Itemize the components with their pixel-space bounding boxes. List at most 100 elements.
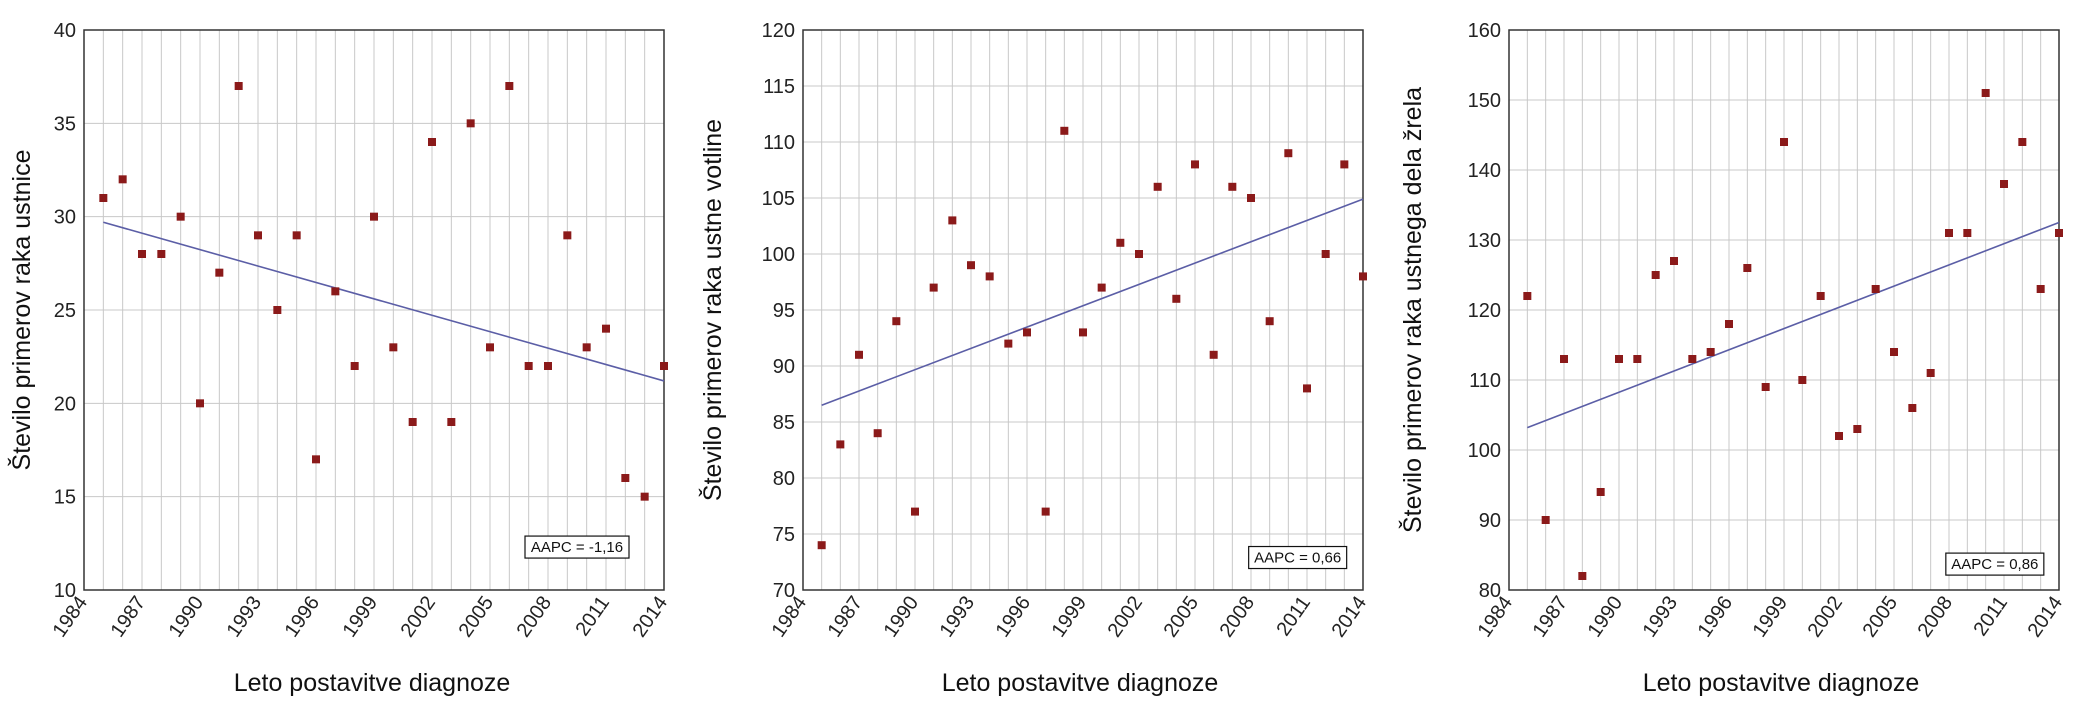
- y-tick-label: 160: [1468, 20, 1501, 42]
- data-point: [892, 317, 901, 326]
- data-point: [1835, 432, 1843, 440]
- plot-frame: [83, 29, 665, 591]
- x-tick-label: 2011: [571, 592, 614, 640]
- y-tick-label: 30: [54, 207, 76, 229]
- data-point: [273, 306, 282, 314]
- data-point: [2055, 229, 2063, 237]
- data-point: [1209, 350, 1218, 359]
- x-tick-label: 2002: [1104, 592, 1148, 641]
- data-point: [1816, 292, 1825, 300]
- data-point: [1596, 488, 1605, 496]
- x-tick-label: 1996: [992, 592, 1036, 641]
- data-point: [817, 541, 826, 550]
- data-point: [1560, 355, 1568, 363]
- data-point: [1743, 264, 1752, 272]
- x-tick-label: 2011: [1272, 592, 1315, 640]
- y-axis-title: Število primerov raka ustne votline: [698, 119, 727, 501]
- y-axis-title: Število primerov raka ustnega dela žrela: [1398, 87, 1427, 533]
- data-point: [929, 283, 938, 292]
- x-tick-label: 1999: [339, 592, 383, 641]
- data-point: [486, 343, 494, 352]
- data-point: [524, 362, 533, 370]
- data-point: [836, 440, 845, 449]
- data-point: [428, 138, 436, 146]
- data-point: [1706, 348, 1715, 356]
- data-point: [350, 362, 359, 370]
- data-point: [1172, 294, 1181, 303]
- y-tick-label: 80: [1479, 580, 1501, 602]
- data-point: [196, 399, 204, 408]
- x-tick-label: 1987: [107, 592, 151, 641]
- data-point: [1670, 257, 1678, 265]
- data-point: [331, 287, 340, 296]
- data-point: [1578, 572, 1587, 580]
- data-point: [1153, 182, 1162, 191]
- data-point: [234, 82, 243, 90]
- data-point: [1981, 89, 1990, 97]
- x-tick-label: 1990: [880, 592, 924, 641]
- data-point: [1633, 355, 1642, 363]
- data-point: [176, 212, 185, 221]
- data-point: [370, 212, 378, 221]
- data-point: [602, 324, 610, 333]
- x-tick-label: 1993: [223, 592, 267, 641]
- data-point: [2000, 180, 2008, 188]
- x-tick-label: 1999: [1749, 592, 1793, 641]
- data-point: [1963, 229, 1972, 237]
- data-point: [1688, 355, 1697, 363]
- data-point: [1359, 272, 1367, 281]
- data-point: [1247, 194, 1255, 202]
- x-tick-label: 1996: [1694, 592, 1738, 641]
- data-point: [99, 194, 108, 202]
- data-point: [1116, 238, 1125, 247]
- aapc-box: [1945, 552, 2045, 576]
- data-point: [1321, 250, 1330, 258]
- data-point: [1023, 328, 1031, 337]
- data-point: [157, 250, 166, 258]
- data-point: [447, 418, 456, 426]
- data-point: [1926, 369, 1935, 377]
- y-tick-label: 10: [54, 580, 76, 602]
- data-point: [2018, 138, 2027, 146]
- x-tick-label: 1993: [936, 592, 980, 641]
- data-point: [118, 175, 127, 184]
- data-point: [1615, 355, 1623, 363]
- data-point: [1761, 383, 1770, 391]
- y-tick-label: 25: [54, 300, 76, 322]
- data-point: [312, 455, 320, 464]
- data-point: [215, 268, 224, 277]
- x-tick-label: 2014: [629, 592, 673, 641]
- data-point: [1004, 339, 1013, 348]
- y-tick-label: 130: [1468, 230, 1501, 252]
- data-point: [1871, 285, 1880, 293]
- data-point: [1725, 320, 1733, 328]
- data-point: [911, 507, 919, 516]
- data-point: [1135, 250, 1143, 258]
- trend-line: [103, 221, 665, 382]
- data-point: [1523, 292, 1532, 300]
- x-tick-label: 1993: [1639, 592, 1683, 641]
- y-axis-title: Število primerov raka ustnice: [7, 150, 36, 471]
- plot-frame: [1508, 29, 2060, 591]
- data-point: [408, 418, 417, 426]
- aapc-annotation: AAPC = 0,86: [1945, 552, 2045, 576]
- data-point: [544, 362, 552, 370]
- y-tick-label: 100: [1468, 440, 1501, 462]
- data-point: [1265, 317, 1274, 326]
- aapc-label: AAPC = 0,66: [1254, 550, 1341, 567]
- data-point: [1853, 425, 1862, 433]
- data-point: [660, 362, 668, 370]
- y-tick-label: 95: [773, 300, 795, 322]
- data-point: [1908, 404, 1917, 412]
- x-tick-label: 2014: [1328, 592, 1372, 641]
- data-point: [621, 474, 630, 482]
- data-point: [1945, 229, 1953, 237]
- y-tick-label: 110: [763, 132, 795, 154]
- x-tick-label: 2011: [1969, 592, 2012, 640]
- y-tick-label: 15: [54, 487, 76, 509]
- aapc-annotation: AAPC = -1,16: [524, 535, 630, 559]
- x-tick-label: 2008: [513, 592, 557, 641]
- y-tick-label: 115: [763, 76, 795, 98]
- data-point: [640, 492, 649, 501]
